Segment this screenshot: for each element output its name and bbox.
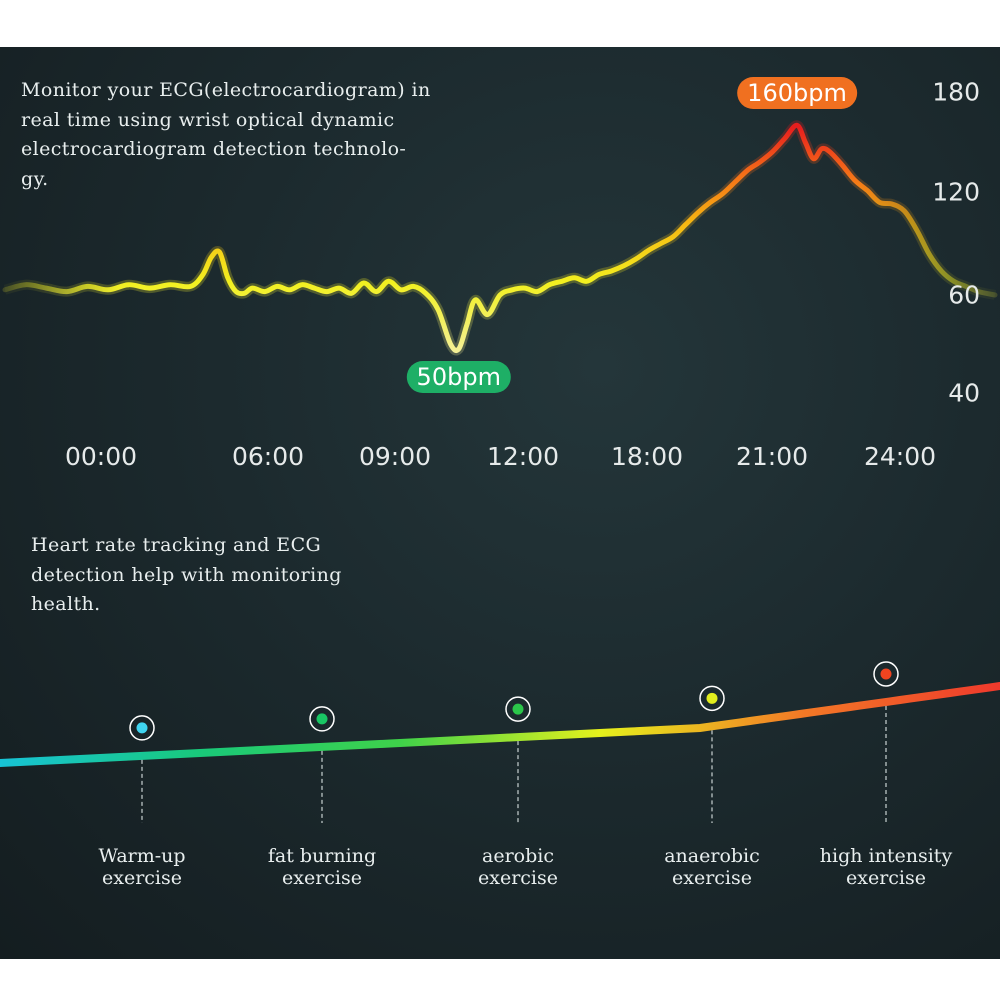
x-tick-label: 00:00	[64, 442, 138, 471]
heart-rate-chart	[2, 120, 998, 356]
x-tick-label: 18:00	[610, 442, 684, 471]
x-tick-label: 09:00	[358, 442, 432, 471]
stage-marker-ring	[129, 715, 155, 741]
stage-marker-dot	[512, 703, 524, 715]
stage-label: high intensity exercise	[819, 845, 953, 889]
peak-bpm-badge: 160bpm	[737, 77, 857, 109]
low-bpm-badge: 50bpm	[406, 361, 511, 393]
stage-label: anaerobic exercise	[664, 845, 760, 889]
x-tick-label: 24:00	[863, 442, 937, 471]
stage-marker-dot	[880, 668, 892, 680]
stage-marker-dot	[136, 722, 148, 734]
health-description: Heart rate tracking and ECG detection he…	[31, 534, 342, 615]
stage-label: aerobic exercise	[478, 845, 558, 889]
stage-marker-dot	[706, 692, 718, 704]
stage-marker-ring	[699, 685, 725, 712]
x-tick-label: 12:00	[486, 442, 560, 471]
chart-panel: Monitor your ECG(electrocardiogram) in r…	[0, 47, 1000, 959]
x-tick-label: 06:00	[231, 442, 305, 471]
heart-rate-line	[2, 122, 998, 354]
exercise-intensity-line	[0, 682, 1000, 767]
stage-marker-ring	[309, 706, 335, 732]
x-tick-label: 21:00	[735, 442, 809, 471]
exercise-stage-chart	[0, 661, 1000, 823]
y-tick-label: 60	[948, 280, 980, 310]
ecg-description: Monitor your ECG(electrocardiogram) in r…	[21, 79, 431, 190]
y-tick-label: 120	[932, 177, 980, 207]
stage-label: fat burning exercise	[267, 845, 377, 889]
stage-marker-ring	[505, 696, 531, 722]
stage-label: Warm-up exercise	[98, 845, 186, 889]
stage-marker-ring	[873, 661, 899, 687]
y-tick-label: 180	[932, 77, 980, 107]
y-tick-label: 40	[948, 378, 980, 408]
stage-marker-dot	[316, 713, 328, 725]
chart-canvas	[0, 120, 1000, 823]
